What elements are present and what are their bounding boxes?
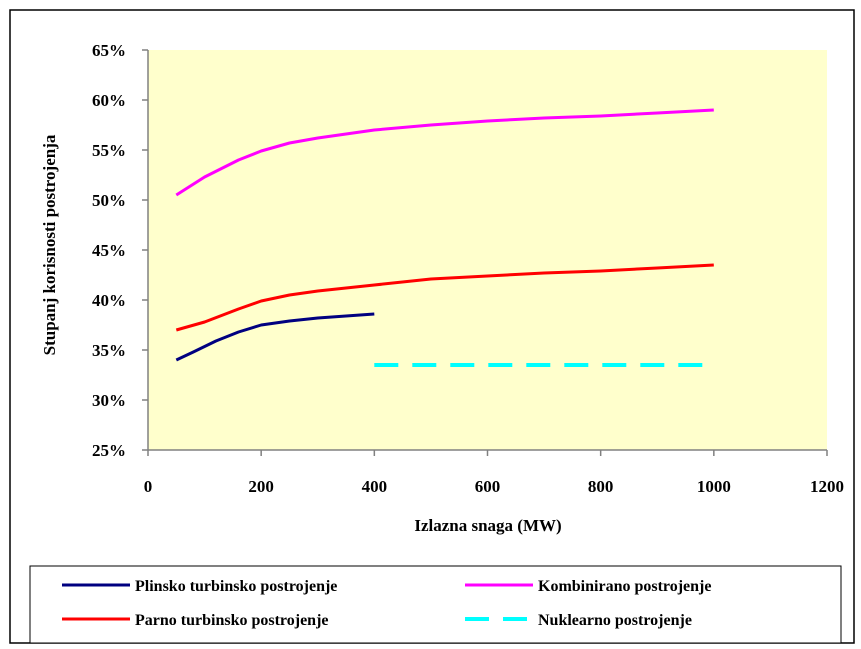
x-tick-label: 400 — [362, 477, 388, 496]
y-tick-label: 50% — [92, 191, 126, 210]
series-line-3 — [175, 263, 714, 332]
plot-area — [148, 50, 827, 450]
x-tick-label: 200 — [248, 477, 274, 496]
y-tick-label: 30% — [92, 391, 126, 410]
series-line-2 — [175, 108, 714, 197]
y-tick-layer: 25% 30% 35% 40% 45% 50% 55% 60% 65% — [92, 41, 148, 460]
legend: Plinsko turbinsko postrojenje Kombinirano… — [29, 565, 842, 644]
legend-label-3: Parno turbinsko postrojenje — [135, 612, 329, 629]
y-tick-label: 35% — [92, 341, 126, 360]
legend-box — [29, 565, 842, 644]
y-tick-label: 60% — [92, 91, 126, 110]
series-line-1 — [175, 312, 375, 362]
y-tick-label: 55% — [92, 141, 126, 160]
y-tick-label: 40% — [92, 291, 126, 310]
y-axis-title: Stupanj korisnosti postrojenja — [40, 134, 59, 355]
x-tick-label: 1000 — [697, 477, 731, 496]
x-tick-layer: 0 200 400 600 800 1000 1200 — [144, 450, 844, 496]
legend-label-1: Plinsko turbinsko postrojenje — [135, 578, 337, 595]
legend-label-4: Nuklearno postrojenje — [538, 612, 692, 629]
legend-label-2: Kombinirano postrojenje — [538, 578, 711, 595]
y-tick-label: 45% — [92, 241, 126, 260]
x-tick-label: 600 — [475, 477, 501, 496]
y-tick-label: 25% — [92, 441, 126, 460]
y-tick-label: 65% — [92, 41, 126, 60]
x-tick-label: 800 — [588, 477, 614, 496]
x-tick-label: 0 — [144, 477, 153, 496]
x-axis-title: Izlazna snaga (MW) — [414, 516, 561, 535]
series-layer — [175, 108, 714, 367]
x-tick-label: 1200 — [810, 477, 844, 496]
